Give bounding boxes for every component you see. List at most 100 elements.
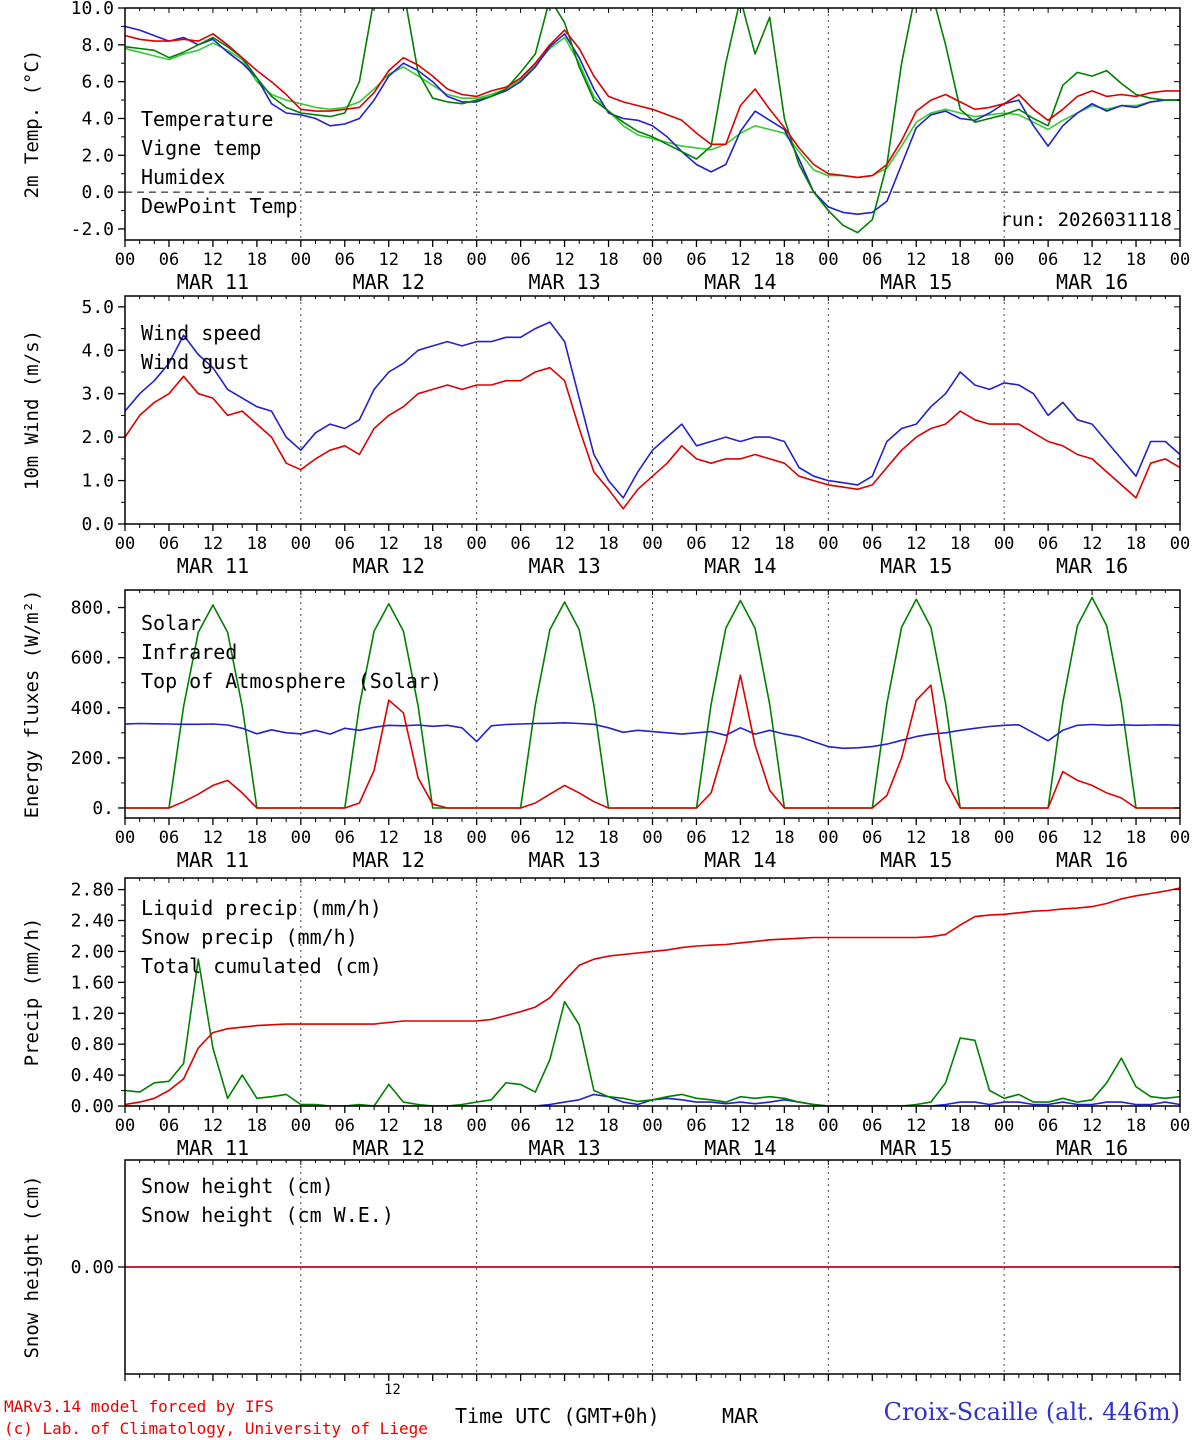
day-label: MAR 15 [880, 270, 952, 294]
x-tick-label: 12 [379, 1116, 399, 1136]
y-tick-label: 200. [71, 748, 114, 769]
x-tick-label: 18 [950, 1116, 970, 1136]
x-tick-label: 00 [466, 534, 486, 554]
x-tick-label: 18 [422, 250, 442, 270]
series-wind-gust-line [125, 321, 1180, 499]
x-tick-label: 00 [115, 828, 135, 848]
x-tick-label: 18 [247, 250, 267, 270]
x-tick-label: 12 [554, 828, 574, 848]
credit-line2: (c) Lab. of Climatology, University of L… [4, 1418, 428, 1438]
x-tick-label: 06 [1038, 250, 1058, 270]
x-tick-label: 18 [598, 828, 618, 848]
y-tick-label: 5.0 [81, 297, 114, 318]
day-label: MAR 14 [704, 554, 776, 578]
day-label: MAR 13 [528, 554, 600, 578]
x-tick-label: 12 [906, 1116, 926, 1136]
y-axis-title: 2m Temp. (°C) [21, 50, 43, 199]
legend-item: Total cumulated (cm) [141, 954, 382, 978]
x-tick-label: 12 [554, 534, 574, 554]
y-tick-label: 8.0 [81, 35, 114, 56]
day-label: MAR 16 [1056, 270, 1128, 294]
x-tick-label: 06 [1038, 534, 1058, 554]
legend-item: Infrared [141, 640, 237, 664]
series-solar-line [125, 674, 1180, 809]
x-tick-label: 12 [203, 250, 223, 270]
y-tick-label: 0.00 [71, 1257, 114, 1278]
x-tick-label: 18 [247, 534, 267, 554]
x-tick-label: 06 [862, 828, 882, 848]
y-tick-label: -2.0 [71, 219, 114, 240]
x-tick-label: 12 [906, 250, 926, 270]
legend-item: Snow precip (mm/h) [141, 925, 358, 949]
x-tick-label: 12 [1082, 534, 1102, 554]
x-tick-label: 18 [774, 534, 794, 554]
legend-item: Snow height (cm W.E.) [141, 1203, 394, 1227]
series-dewpoint-temp-line [125, 36, 1180, 179]
x-tick-label: 00 [1170, 1116, 1190, 1136]
x-tick-label: 06 [335, 534, 355, 554]
x-tick-label: 12 [1082, 1116, 1102, 1136]
x-tick-label: 00 [642, 828, 662, 848]
x-tick-label: 06 [335, 250, 355, 270]
x-tick-label: 12 [203, 1116, 223, 1136]
x-tick-label: 06 [335, 1116, 355, 1136]
day-label: MAR 14 [704, 270, 776, 294]
legend-item: Vigne temp [141, 136, 261, 160]
x-tick-label: 06 [862, 250, 882, 270]
day-label: MAR 12 [353, 1136, 425, 1160]
y-axis-title: Energy fluxes (W/m²) [21, 590, 43, 819]
x-tick-label: 18 [598, 1116, 618, 1136]
x-tick-label: 00 [1170, 250, 1190, 270]
x-tick-label: 00 [994, 250, 1014, 270]
model-name-label: MAR [722, 1404, 759, 1428]
model-credit: MARv3.14 model forced by IFS (c) Lab. of … [4, 1396, 428, 1439]
x-tick-label: 00 [291, 1116, 311, 1136]
x-tick-label: 06 [686, 828, 706, 848]
x-tick-label: 06 [510, 1116, 530, 1136]
day-label: MAR 14 [704, 848, 776, 872]
series-infrared-line [125, 721, 1180, 750]
legend-item: Wind gust [141, 350, 249, 374]
x-tick-label: 06 [1038, 1116, 1058, 1136]
y-tick-label: 3.0 [81, 384, 114, 405]
x-tick-label: 00 [994, 534, 1014, 554]
x-tick-label: 18 [950, 250, 970, 270]
day-label: MAR 16 [1056, 1136, 1128, 1160]
y-tick-label: 0.80 [71, 1034, 114, 1055]
day-label: MAR 13 [528, 270, 600, 294]
day-label: MAR 12 [353, 270, 425, 294]
panel-snow: 0.00 Snow height (cm) Snow height (cm) Snow… [21, 1159, 1181, 1381]
y-tick-label: 2.00 [71, 941, 114, 962]
legend-item: DewPoint Temp [141, 194, 298, 218]
series-vigne-temp-line [125, 8, 1180, 234]
y-axis-title: 10m Wind (m/s) [21, 330, 43, 490]
x-tick-label: 18 [1126, 250, 1146, 270]
y-axis-title: Snow height (cm) [21, 1175, 43, 1358]
x-tick-label: 00 [1170, 534, 1190, 554]
y-tick-label: 4.0 [81, 340, 114, 361]
x-tick-label: 18 [774, 828, 794, 848]
x-tick-label: 12 [730, 534, 750, 554]
x-tick-label: 12 [730, 1116, 750, 1136]
legend-item: Snow height (cm) [141, 1174, 334, 1198]
x-tick-label: 18 [1126, 1116, 1146, 1136]
x-tick-label: 06 [510, 534, 530, 554]
panel-energy: 800.600.400.200.0.00 06 12 18 00 06 12 18 00 06 12… [21, 589, 1190, 872]
y-tick-label: 600. [71, 648, 114, 669]
y-tick-label: 0.00 [71, 1096, 114, 1117]
y-tick-label: 1.20 [71, 1003, 114, 1024]
x-tick-label: 00 [642, 250, 662, 270]
x-tick-label: 18 [1126, 828, 1146, 848]
credit-line1: MARv3.14 model forced by IFS [4, 1397, 274, 1416]
x-tick-label: 06 [686, 534, 706, 554]
x-tick-label: 00 [818, 1116, 838, 1136]
x-tick-label: 00 [466, 250, 486, 270]
x-tick-label: 00 [994, 828, 1014, 848]
day-label: MAR 15 [880, 848, 952, 872]
y-tick-label: 0.0 [81, 514, 114, 535]
y-tick-label: 1.60 [71, 972, 114, 993]
x-tick-label: 00 [642, 534, 662, 554]
x-tick-label: 00 [115, 534, 135, 554]
